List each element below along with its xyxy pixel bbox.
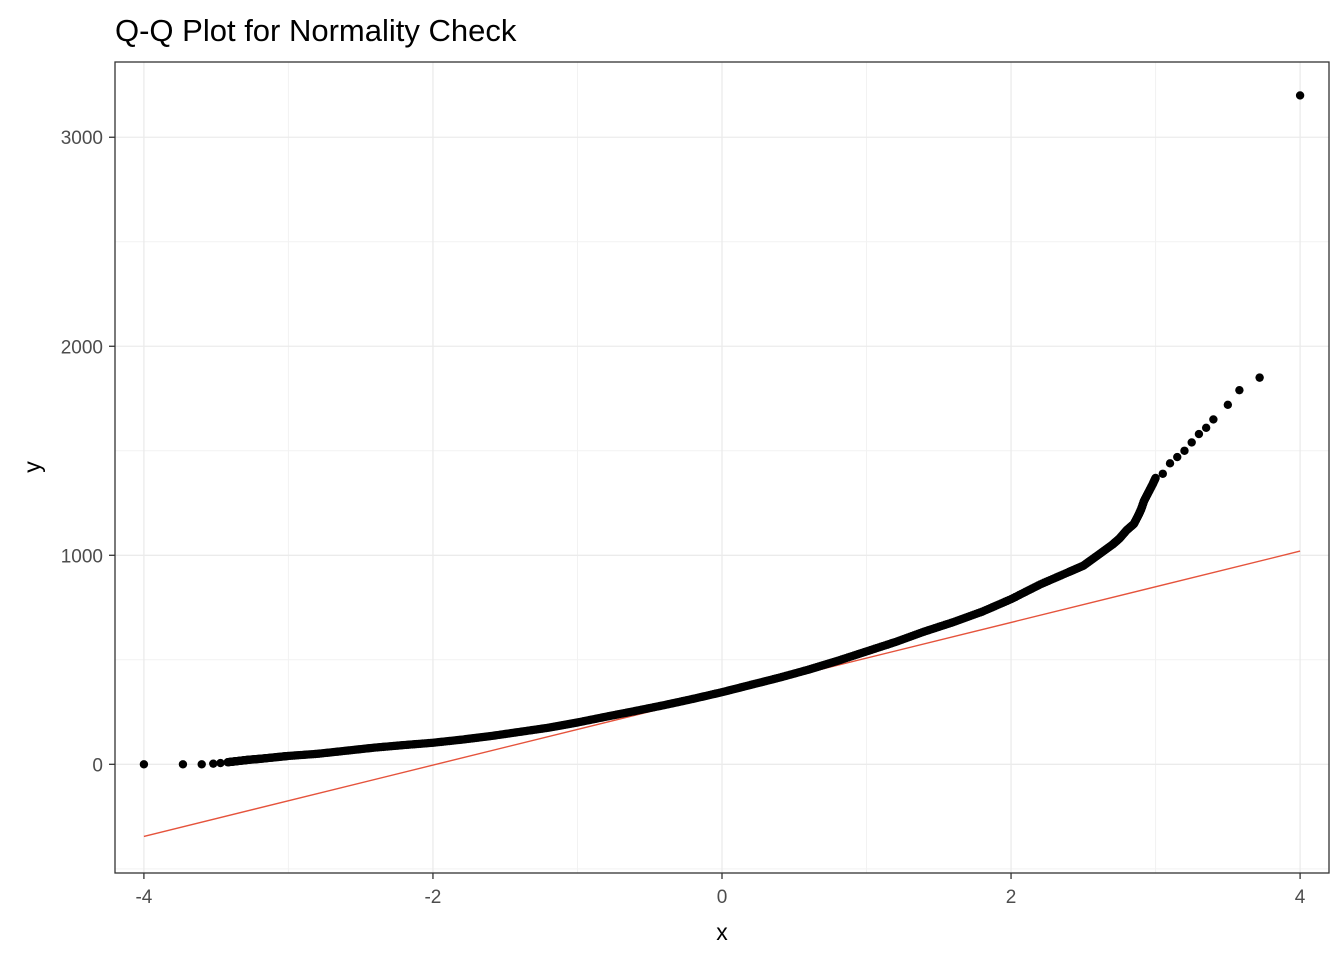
y-axis-ticks: 0 1000 2000 3000 xyxy=(61,128,115,776)
x-tick-label: 4 xyxy=(1295,887,1306,908)
data-point xyxy=(1295,91,1305,100)
chart-title: Q-Q Plot for Normality Check xyxy=(115,13,517,48)
data-point xyxy=(216,758,225,768)
data-point xyxy=(209,759,218,768)
data-point xyxy=(1173,452,1182,462)
y-tick-label: 3000 xyxy=(61,128,103,149)
y-tick-label: 2000 xyxy=(61,337,103,358)
data-point xyxy=(1194,429,1204,439)
data-point xyxy=(197,760,206,769)
data-point xyxy=(1209,415,1218,424)
x-tick-label: -2 xyxy=(424,887,441,908)
data-point xyxy=(1223,400,1233,409)
data-point xyxy=(1255,373,1264,382)
x-tick-label: -4 xyxy=(135,887,152,908)
y-tick-label: 0 xyxy=(92,755,103,776)
data-point xyxy=(1151,473,1160,483)
data-point xyxy=(1180,446,1189,455)
data-point xyxy=(178,760,188,769)
data-point xyxy=(1187,438,1196,447)
x-tick-label: 0 xyxy=(717,887,728,908)
data-point xyxy=(1235,385,1244,395)
data-point xyxy=(139,760,149,769)
x-tick-label: 2 xyxy=(1006,887,1017,908)
data-points xyxy=(139,91,1305,769)
data-point xyxy=(1158,469,1167,478)
x-axis-title: x xyxy=(716,919,728,945)
y-axis-title: y xyxy=(19,461,45,473)
x-axis-ticks: -4 -2 0 2 4 xyxy=(135,873,1306,908)
major-grid xyxy=(115,62,1329,873)
y-tick-label: 1000 xyxy=(61,546,103,567)
data-point xyxy=(1201,423,1211,432)
data-point xyxy=(1165,459,1175,468)
